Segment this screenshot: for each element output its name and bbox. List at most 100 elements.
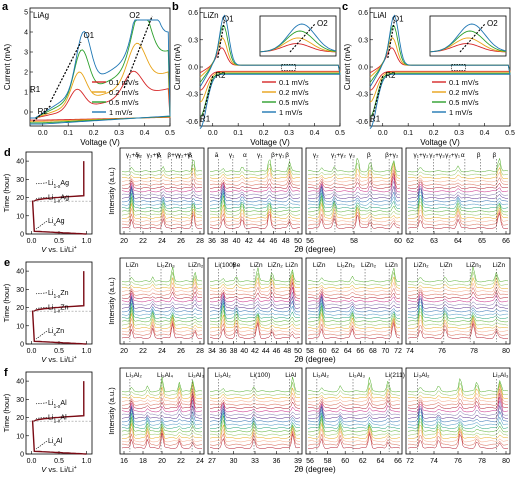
x-tick-label: 0.5	[54, 458, 64, 465]
phase-label: Li(211)	[385, 372, 405, 379]
phase-label: Li₉Al₄	[157, 372, 173, 379]
xrd-trace	[307, 214, 401, 229]
xrd-trace	[121, 296, 203, 309]
xrd-trace	[209, 279, 301, 296]
y-tick-label: 0.6	[358, 10, 368, 17]
y-tick-label: 5	[24, 10, 28, 17]
gcd-panel-f: f 0 10 20 30 40 0.0 0.5 1.0 Time (hour) V vs. Li/L…	[2, 367, 93, 474]
x-axis-label: Voltage (V)	[80, 138, 120, 147]
trend-arrow	[49, 41, 82, 103]
state-annotation: Li1-xZn	[48, 304, 69, 314]
x-tick-label: 68	[369, 348, 377, 355]
y-axis-label: Intensity (a.u.)	[107, 167, 116, 215]
xrd-trace	[407, 433, 509, 449]
xrd-trace	[209, 190, 301, 206]
xrd-trace	[121, 299, 203, 316]
xrd-trace	[209, 213, 301, 229]
x-tick-label: 0.3	[284, 130, 294, 137]
y-tick-label: -0.6	[356, 119, 368, 126]
x-tick-label: 64	[454, 238, 462, 245]
phase-label: γ₃+γ₁	[147, 152, 163, 159]
xrd-trace	[307, 185, 401, 199]
phase-label: LiZn₃	[466, 262, 482, 269]
phase-label: Li₂Zn₃	[157, 262, 175, 269]
xrd-subpanel: 58 60 62 64 66 68 70 72 LiZn Li₂Zn₃ LiZn₂ LiZn	[305, 257, 403, 355]
xrd-trace	[307, 268, 401, 283]
x-tick-label: 26	[177, 348, 185, 355]
x-tick-label: 48	[283, 348, 291, 355]
y-tick-label: 30	[16, 287, 24, 294]
xrd-trace	[121, 381, 203, 396]
xrd-trace	[121, 186, 203, 199]
y-tick-label: 1	[24, 90, 28, 97]
x-tick-label: 56	[306, 238, 314, 245]
xrd-trace	[407, 171, 509, 183]
x-tick-label: 62	[359, 458, 367, 465]
x-tick-label: 72	[406, 458, 414, 465]
xrd-trace	[308, 305, 401, 323]
xrd-trace	[407, 296, 509, 306]
xrd-trace	[209, 302, 301, 319]
cv-panel-b: b LiZn 0.0 0.1 0.2 0.3 0.4 0.5 -0.6 -0.3 0.0 0.3 0.6…	[172, 1, 345, 147]
x-tick-label: 0.0	[27, 238, 37, 245]
x-tick-label: 0.5	[165, 130, 175, 137]
xrd-trace	[307, 318, 401, 333]
legend-label: 0.1 mV/s	[109, 78, 139, 87]
inset-frame	[429, 15, 507, 57]
xrd-trace	[308, 195, 401, 213]
xrd-trace	[307, 433, 401, 449]
x-tick-label: 56	[306, 458, 314, 465]
y-tick-label: 0	[20, 342, 24, 349]
xrd-trace	[121, 432, 203, 449]
xrd-trace	[407, 400, 509, 416]
y-tick-label: 10	[16, 323, 24, 330]
xrd-subpanel: 56 58 60 62 64 66 Li₃Al₂ Li₂Al₃ Li(211)	[305, 367, 405, 465]
xrd-trace	[122, 389, 203, 406]
y-tick-label: 0.0	[188, 65, 198, 72]
xrd-trace	[307, 166, 401, 183]
phase-label: Be	[232, 262, 240, 269]
x-tick-label: 26	[177, 238, 185, 245]
xrd-trace	[407, 210, 509, 226]
xrd-trace	[121, 187, 203, 203]
xrd-trace	[407, 397, 509, 413]
y-tick-label: 0	[20, 452, 24, 459]
x-tick-label: 0.2	[429, 130, 439, 137]
cv-curve-3	[369, 14, 511, 130]
x-tick-label: 66	[394, 458, 402, 465]
x-tick-label: 76	[454, 458, 462, 465]
legend-label: 0.5 mV/s	[449, 98, 479, 107]
x-tick-label: 20	[120, 238, 128, 245]
xrd-trace	[121, 407, 203, 423]
xrd-trace	[121, 182, 203, 193]
legend-label: 0.2 mV/s	[109, 88, 139, 97]
xrd-trace	[308, 415, 401, 433]
x-tick-label: 60	[319, 348, 327, 355]
x-tick-label: 46	[273, 348, 281, 355]
xrd-trace	[209, 185, 301, 199]
phase-label: α	[461, 152, 465, 159]
annotation-pointer	[35, 330, 48, 340]
x-tick-label: 1.0	[82, 348, 92, 355]
xrd-trace	[121, 392, 203, 409]
xrd-trace	[407, 298, 509, 313]
xrd-trace	[121, 385, 202, 403]
xrd-trace	[407, 201, 509, 216]
phase-label: Li₂Al₃	[349, 372, 365, 379]
xrd-trace	[407, 184, 509, 193]
xrd-trace	[307, 276, 401, 289]
panel-name: LiAg	[33, 11, 49, 20]
xrd-trace	[121, 382, 203, 399]
xrd-trace	[209, 402, 301, 413]
xrd-trace	[307, 193, 401, 209]
xrd-trace	[308, 403, 401, 416]
xrd-trace	[209, 195, 301, 213]
plot-frame	[207, 147, 303, 235]
state-annotation: Li1-xAl	[48, 400, 67, 410]
xrd-trace	[121, 164, 203, 176]
phase-label: γ₂+γ₁	[445, 152, 461, 159]
state-annotation: Li1-xAg	[48, 194, 69, 204]
phase-label: Li₃Al₂	[126, 372, 142, 379]
